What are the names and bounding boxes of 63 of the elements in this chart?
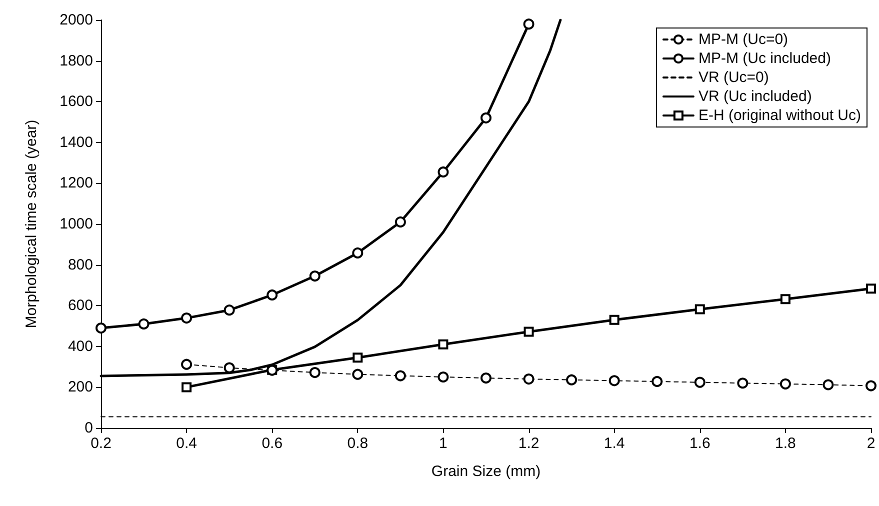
point	[438, 339, 448, 350]
y-tick-label: 1000	[60, 216, 93, 232]
x-tick-label: 1	[439, 435, 448, 452]
point	[309, 367, 320, 378]
x-tick-label: 1.2	[518, 435, 540, 452]
point	[394, 216, 406, 228]
point	[224, 304, 235, 316]
point	[523, 18, 534, 30]
y-tick-label: 800	[68, 256, 93, 274]
legend-label: MP-M (Uc included)	[698, 50, 831, 67]
y-tick-label: 1600	[60, 93, 93, 110]
y-axis-title: Morphological time scale (year)	[23, 120, 40, 328]
x-tick-label: 0.6	[262, 435, 283, 452]
point	[652, 376, 663, 387]
point	[138, 318, 150, 330]
x-tick-label: 0.2	[90, 435, 112, 452]
point	[524, 326, 534, 337]
x-tick-label: 0.8	[347, 435, 368, 452]
x-tick-label: 1.6	[689, 435, 710, 452]
point	[822, 379, 834, 390]
point	[96, 322, 106, 334]
y-tick-label: 1200	[60, 174, 93, 192]
y-tick-label: 600	[68, 297, 93, 314]
point	[608, 375, 620, 386]
legend-label: VR (Uc included)	[698, 88, 812, 105]
point	[224, 362, 235, 374]
x-tick-label: 1.8	[775, 435, 796, 452]
point	[352, 352, 363, 363]
point	[566, 374, 578, 386]
point	[694, 376, 706, 388]
point	[480, 372, 492, 384]
point	[394, 370, 406, 382]
y-tick-label: 1400	[60, 134, 93, 151]
point	[480, 112, 492, 124]
point	[694, 304, 705, 314]
point	[438, 166, 449, 178]
point	[866, 380, 876, 392]
x-axis-title: Grain Size (mm)	[431, 463, 541, 480]
x-tick-label: 2	[866, 435, 876, 452]
y-tick-label: 200	[68, 378, 93, 396]
y-tick-label: 0	[84, 420, 93, 436]
point	[352, 247, 364, 258]
y-tick-label: 2000	[60, 12, 93, 28]
point	[780, 378, 791, 390]
point	[181, 312, 192, 324]
point	[523, 374, 534, 385]
x-tick-label: 0.4	[176, 435, 197, 452]
legend-label: E-H (original without Uc)	[698, 107, 862, 124]
point	[609, 314, 620, 325]
x-tick-label: 1.4	[604, 435, 625, 452]
point	[438, 372, 449, 382]
point	[266, 289, 278, 300]
point	[181, 358, 192, 370]
point	[780, 294, 790, 304]
point	[737, 378, 748, 389]
point	[352, 368, 364, 380]
y-tick-label: 400	[68, 338, 93, 355]
legend-label: MP-M (Uc=0)	[698, 31, 788, 48]
y-tick-label: 1800	[60, 52, 93, 70]
legend-label: VR (Uc=0)	[698, 69, 769, 86]
point	[182, 382, 192, 392]
point	[309, 270, 320, 282]
point	[866, 284, 876, 294]
